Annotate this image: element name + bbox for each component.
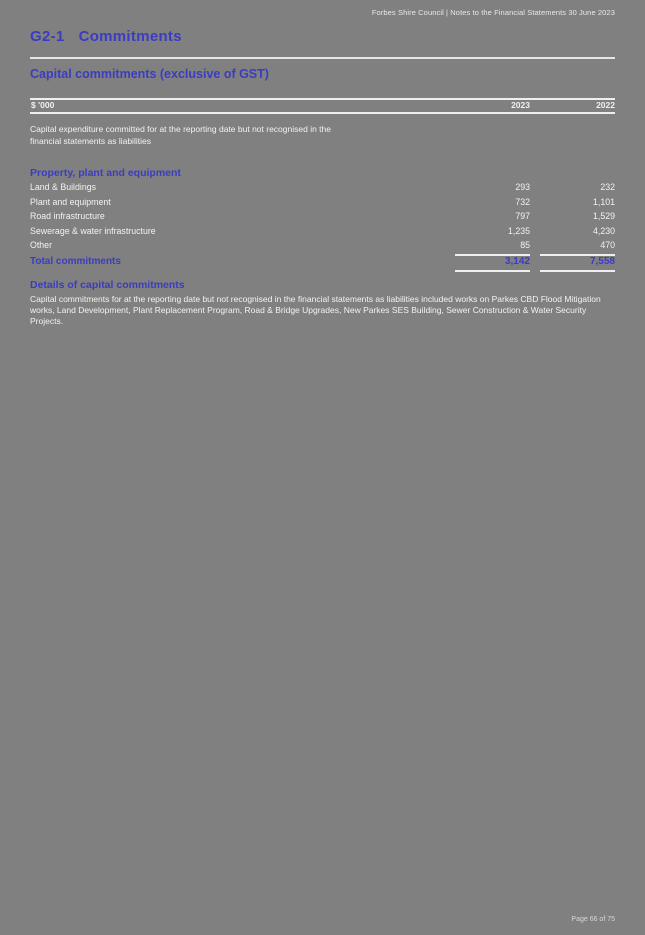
row-label: Land & Buildings: [30, 182, 97, 192]
details-paragraph: Capital commitments for at the reporting…: [30, 294, 601, 326]
section-heading: Capital commitments (exclusive of GST): [30, 67, 269, 81]
row-value-2022: 1,529: [592, 211, 615, 221]
row-value-2023: 797: [515, 211, 530, 221]
table-row: Land & Buildings 293 232: [0, 182, 645, 197]
table-row: Road infrastructure 797 1,529: [0, 211, 645, 226]
table-row: Plant and equipment 732 1,101: [0, 197, 645, 212]
total-row: Total commitments 3,142 7,558: [0, 256, 645, 270]
total-value-2023: 3,142: [504, 256, 530, 267]
page-footer: Page 66 of 75: [571, 916, 615, 923]
units-label: $ '000: [31, 100, 55, 110]
row-value-2022: 1,101: [592, 196, 615, 207]
row-value-2023: 293: [515, 182, 530, 192]
table-header-top-rule: [30, 98, 615, 100]
row-label: Plant and equipment: [30, 196, 111, 207]
note-number: G2-1: [30, 28, 65, 45]
total-value-2022: 7,558: [589, 256, 615, 267]
title-divider: [30, 57, 615, 59]
row-value-2022: 470: [600, 240, 615, 250]
total-rule-2022: [540, 270, 615, 272]
row-value-2023: 732: [515, 196, 530, 207]
table-row: Sewerage & water infrastructure 1,235 4,…: [0, 226, 645, 241]
table-row: Other 85 470: [0, 240, 645, 255]
table-header-bottom-rule: [30, 112, 615, 114]
subtotal-rule-2023: [455, 254, 530, 256]
row-value-2023: 85: [520, 240, 530, 250]
row-label: Road infrastructure: [30, 211, 105, 221]
column-header-2022: 2022: [596, 100, 615, 110]
table-body: Land & Buildings 293 232 Plant and equip…: [0, 182, 645, 255]
table-subheading: Property, plant and equipment: [30, 167, 181, 179]
note-title-text: Commitments: [78, 28, 182, 45]
details-heading: Details of capital commitments: [30, 279, 185, 291]
row-value-2022: 232: [600, 182, 615, 192]
page-title: G2-1 Commitments: [30, 28, 182, 45]
row-label: Other: [30, 240, 53, 250]
row-value-2023: 1,235: [507, 225, 530, 236]
total-rule-2023: [455, 270, 530, 272]
row-label: Sewerage & water infrastructure: [30, 225, 156, 236]
running-header: Forbes Shire Council | Notes to the Fina…: [371, 8, 615, 17]
total-label: Total commitments: [30, 256, 121, 267]
column-header-2023: 2023: [511, 100, 530, 110]
subtotal-rule-2022: [540, 254, 615, 256]
intro-paragraph: Capital expenditure committed for at the…: [30, 124, 331, 146]
row-value-2022: 4,230: [592, 225, 615, 236]
